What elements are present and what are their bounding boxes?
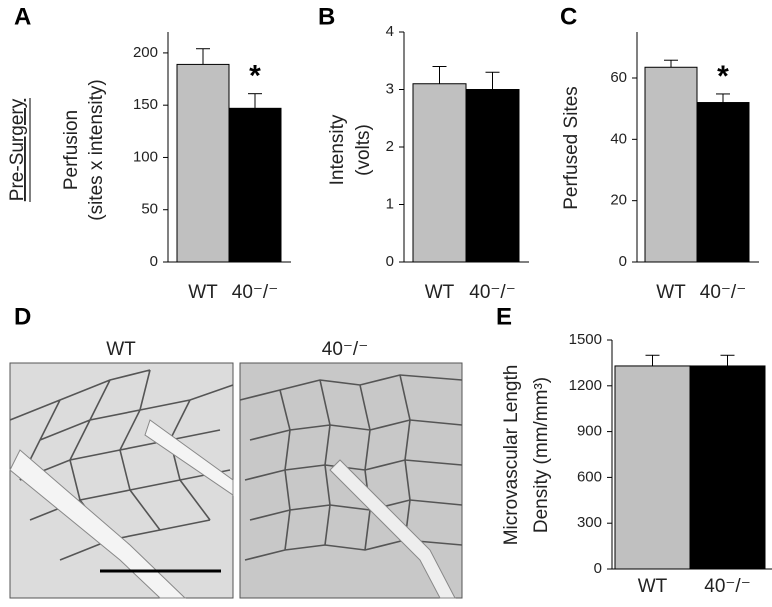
y-tick-label: 1200 bbox=[569, 377, 602, 394]
x-tick-label: WT bbox=[188, 282, 218, 303]
panel-letter: C bbox=[560, 3, 577, 30]
bar bbox=[696, 102, 750, 263]
x-tick-label: WT bbox=[638, 576, 668, 597]
bar bbox=[465, 89, 520, 263]
y-tick-label: 600 bbox=[577, 468, 602, 485]
y-tick-label: 40 bbox=[610, 130, 627, 147]
annotation: * bbox=[717, 60, 729, 93]
x-tick-label: 40⁻/⁻ bbox=[469, 282, 515, 303]
y-tick-label: 0 bbox=[386, 253, 394, 270]
bar bbox=[614, 365, 691, 570]
micrograph-ko bbox=[239, 362, 463, 599]
y-tick-label: 3 bbox=[386, 80, 394, 97]
panel-letter: E bbox=[496, 303, 512, 330]
image-label: WT bbox=[106, 339, 136, 360]
y-tick-label: 50 bbox=[141, 201, 158, 218]
y-axis-label: Density (mm/mm³) bbox=[531, 377, 552, 533]
image-label: 40⁻/⁻ bbox=[322, 339, 368, 360]
panel-letter: B bbox=[318, 3, 335, 30]
panel-letter: D bbox=[14, 303, 31, 330]
bar bbox=[689, 365, 766, 570]
y-tick-label: 150 bbox=[133, 96, 158, 113]
bar bbox=[228, 107, 282, 263]
y-tick-label: 0 bbox=[594, 560, 602, 577]
x-tick-label: 40⁻/⁻ bbox=[700, 282, 746, 303]
bar bbox=[176, 63, 230, 263]
x-tick-label: 40⁻/⁻ bbox=[232, 282, 278, 303]
y-axis-label: Perfusion bbox=[61, 110, 82, 190]
bar bbox=[644, 66, 698, 263]
y-tick-label: 300 bbox=[577, 514, 602, 531]
y-tick-label: 0 bbox=[619, 253, 627, 270]
y-tick-label: 1 bbox=[386, 195, 394, 212]
y-axis-label: (sites x intensity) bbox=[86, 79, 107, 220]
y-axis-label: Intensity bbox=[327, 114, 348, 185]
micrograph-wt bbox=[9, 362, 234, 599]
y-tick-label: 2 bbox=[386, 138, 394, 155]
y-tick-label: 4 bbox=[386, 23, 394, 40]
x-tick-label: WT bbox=[656, 282, 686, 303]
bar bbox=[412, 83, 467, 263]
y-tick-label: 1500 bbox=[569, 331, 602, 348]
y-axis-label: Perfused Sites bbox=[561, 86, 582, 210]
y-axis-label: Microvascular Length bbox=[501, 365, 522, 546]
side-label: Pre-Surgery bbox=[7, 98, 28, 201]
y-tick-label: 60 bbox=[610, 69, 627, 86]
y-tick-label: 20 bbox=[610, 192, 627, 209]
y-tick-label: 900 bbox=[577, 423, 602, 440]
panel-letter: A bbox=[14, 3, 31, 30]
x-tick-label: WT bbox=[425, 282, 455, 303]
y-tick-label: 0 bbox=[150, 253, 158, 270]
y-axis-label: (volts) bbox=[353, 124, 374, 176]
y-tick-label: 200 bbox=[133, 44, 158, 61]
y-tick-label: 100 bbox=[133, 148, 158, 165]
x-tick-label: 40⁻/⁻ bbox=[704, 576, 750, 597]
annotation: * bbox=[249, 60, 261, 93]
